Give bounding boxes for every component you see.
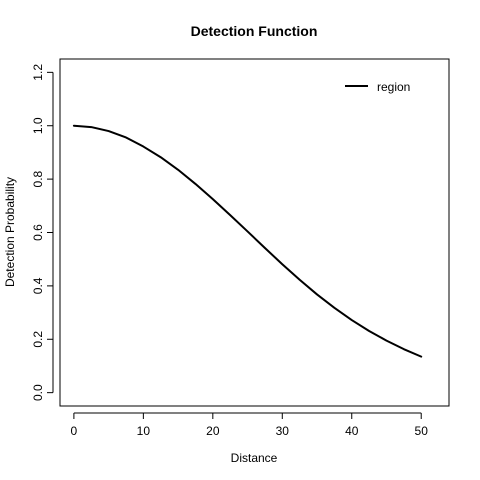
y-tick-label: 1.2 <box>31 64 45 81</box>
y-tick-label: 1.0 <box>31 117 45 134</box>
y-axis: 0.0 0.2 0.4 0.6 0.8 1.0 1.2 <box>31 64 54 401</box>
y-axis-label: Detection Probability <box>3 177 17 287</box>
y-tick-label: 0.4 <box>31 277 45 294</box>
y-tick-label: 0.0 <box>31 384 45 401</box>
x-tick-label: 20 <box>206 424 220 438</box>
legend-label-region: region <box>377 80 410 94</box>
x-tick-label: 50 <box>415 424 429 438</box>
x-axis: 0 10 20 30 40 50 <box>71 412 429 438</box>
series-line-region <box>72 124 423 358</box>
y-tick-label: 0.2 <box>31 331 45 348</box>
chart-title: Detection Function <box>191 23 318 39</box>
x-tick-label: 0 <box>71 424 78 438</box>
x-axis-label: Distance <box>231 451 278 465</box>
plot-frame <box>59 58 450 407</box>
legend: region <box>345 80 410 94</box>
series-layer <box>72 124 423 358</box>
y-tick-label: 0.6 <box>31 224 45 241</box>
x-tick-label: 10 <box>137 424 151 438</box>
x-tick-label: 40 <box>345 424 359 438</box>
x-tick-label: 30 <box>276 424 290 438</box>
y-tick-label: 0.8 <box>31 170 45 187</box>
